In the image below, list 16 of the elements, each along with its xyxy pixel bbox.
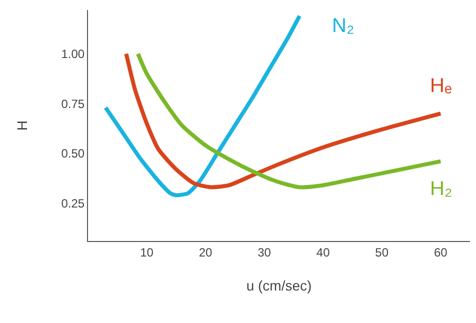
x-tick-label: 30 [258, 245, 272, 260]
x-axis-title: u (cm/sec) [246, 278, 312, 294]
series-label: H₂ [430, 178, 452, 200]
x-tick-label: 50 [375, 245, 389, 260]
x-tick-label: 40 [316, 245, 330, 260]
y-tick-label: 0.50 [61, 146, 85, 161]
line-series [104, 14, 302, 198]
y-axis-title: H [14, 120, 30, 131]
x-tick-label: 20 [198, 245, 213, 260]
x-tick-label: 10 [140, 245, 154, 260]
y-tick-label: 1.00 [61, 47, 85, 62]
y-tick-label: 0.75 [61, 96, 85, 111]
x-tick-label: 60 [434, 245, 448, 260]
y-tick-label: 0.25 [61, 196, 85, 210]
series-label: N₂ [332, 15, 354, 37]
series-label: Hₑ [430, 75, 452, 97]
